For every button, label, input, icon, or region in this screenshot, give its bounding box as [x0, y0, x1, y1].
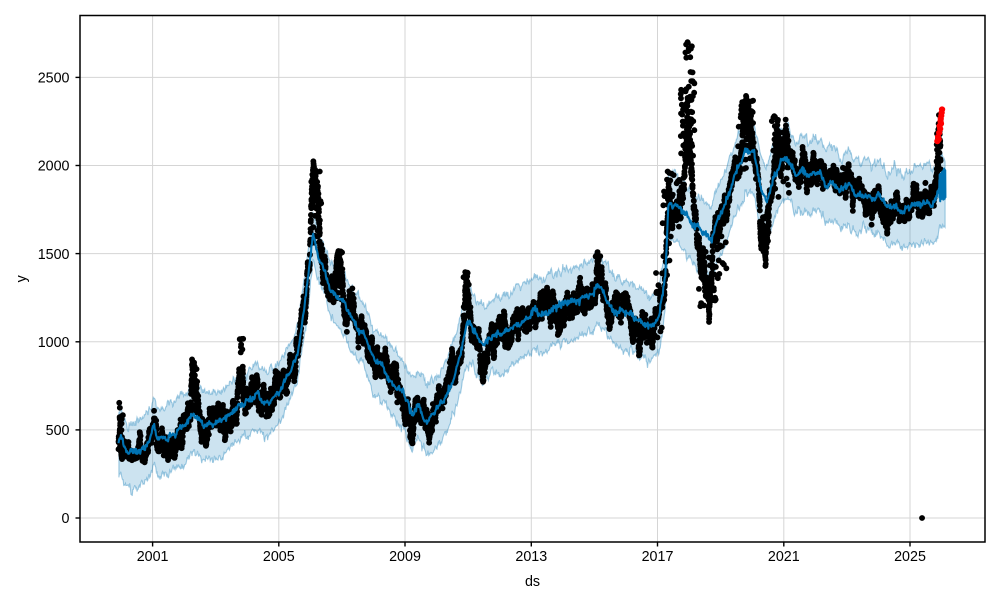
svg-text:ds: ds: [525, 574, 540, 590]
svg-text:0: 0: [62, 511, 70, 527]
svg-text:1000: 1000: [38, 335, 70, 351]
svg-text:2001: 2001: [137, 549, 169, 565]
svg-text:2021: 2021: [768, 549, 800, 565]
svg-text:1500: 1500: [38, 247, 70, 263]
svg-text:2000: 2000: [38, 159, 70, 175]
svg-text:y: y: [14, 274, 30, 282]
svg-text:2005: 2005: [263, 549, 295, 565]
svg-text:2025: 2025: [894, 549, 926, 565]
svg-text:2013: 2013: [515, 549, 547, 565]
svg-text:2009: 2009: [389, 549, 421, 565]
svg-text:500: 500: [46, 423, 70, 439]
svg-text:2500: 2500: [38, 71, 70, 87]
svg-text:2017: 2017: [642, 549, 674, 565]
